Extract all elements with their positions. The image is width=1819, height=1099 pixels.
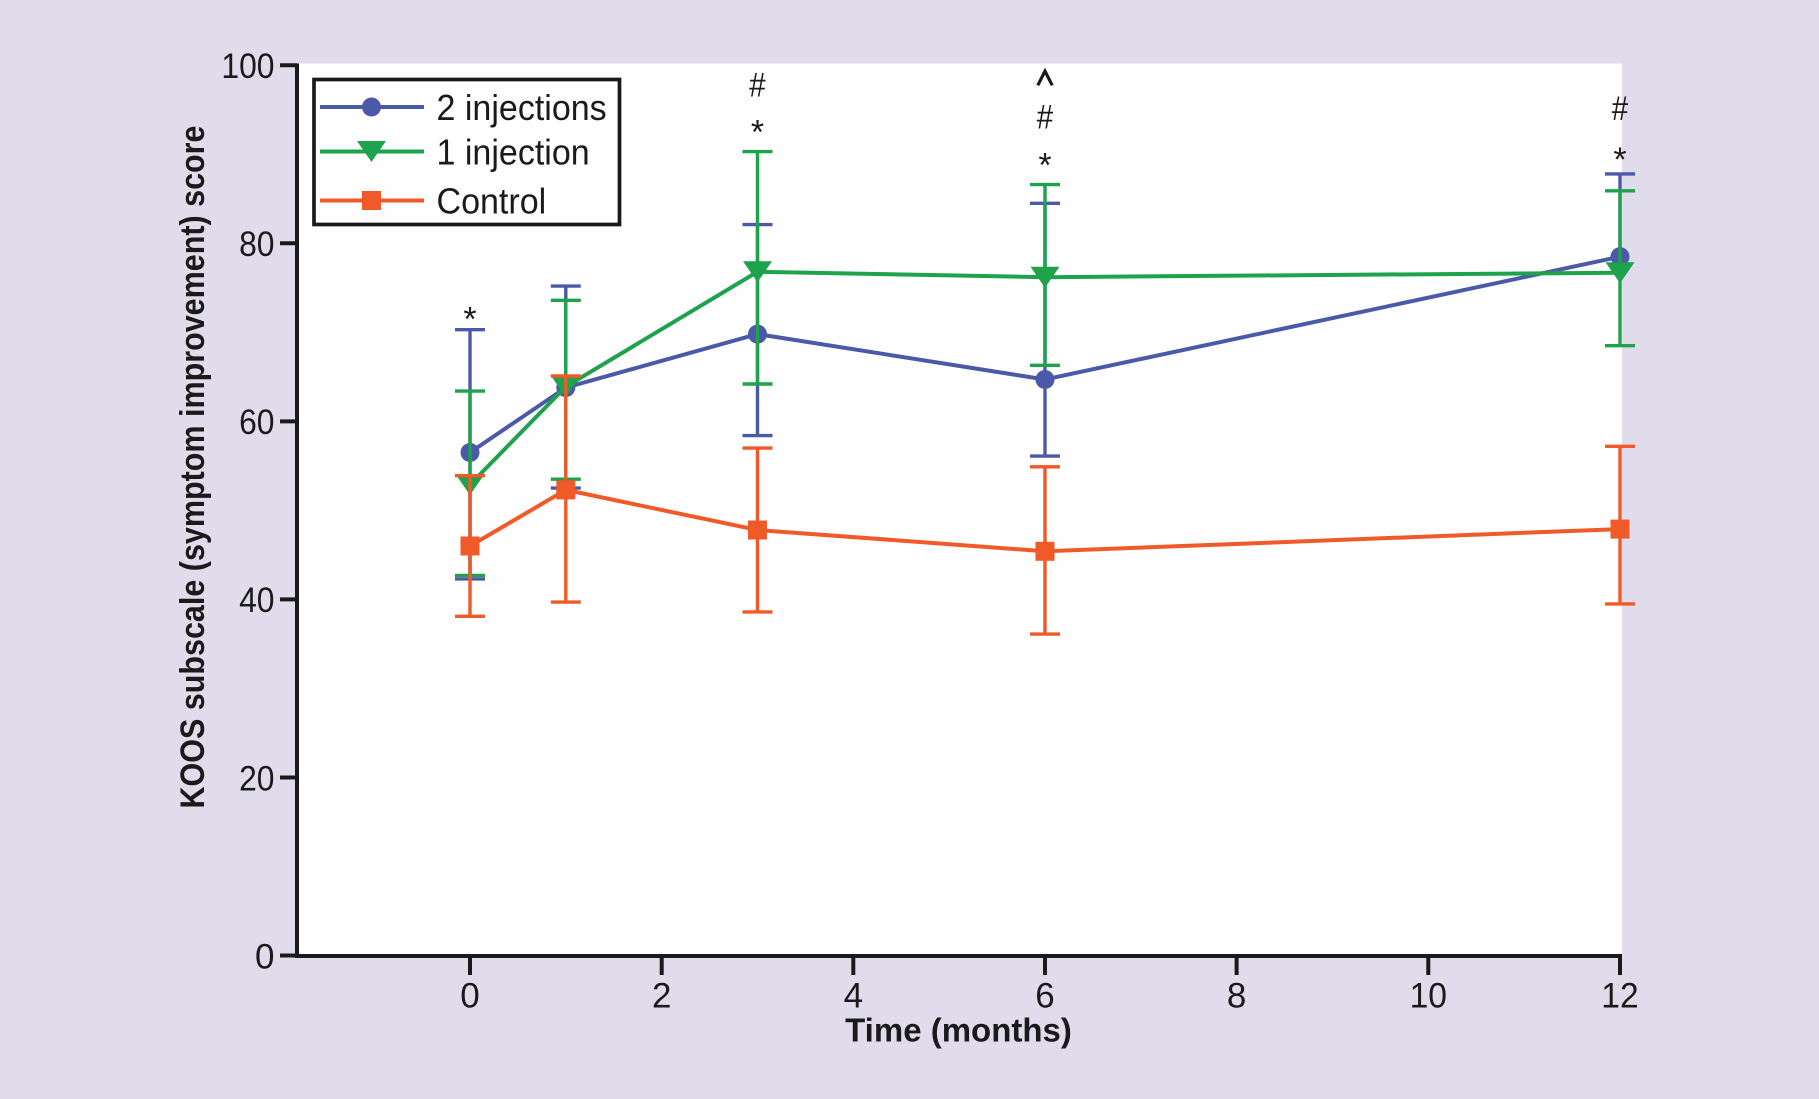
svg-text:#: # — [749, 67, 765, 105]
svg-text:*: * — [751, 114, 764, 152]
svg-text:*: * — [1038, 147, 1051, 185]
svg-text:Time (months): Time (months) — [845, 1012, 1072, 1049]
svg-text:6: 6 — [1035, 977, 1054, 1016]
svg-text:*: * — [1613, 141, 1626, 179]
svg-text:1 injection: 1 injection — [437, 132, 590, 173]
svg-text:#: # — [1037, 99, 1053, 137]
svg-text:*: * — [463, 301, 476, 339]
svg-text:100: 100 — [221, 47, 274, 86]
svg-text:2: 2 — [652, 977, 671, 1016]
svg-text:8: 8 — [1227, 977, 1246, 1016]
svg-text:#: # — [1612, 90, 1628, 128]
svg-text:KOOS subscale (symptom improve: KOOS subscale (symptom improvement) scor… — [174, 126, 212, 809]
svg-text:0: 0 — [460, 977, 479, 1016]
svg-text:12: 12 — [1601, 977, 1638, 1016]
svg-text:20: 20 — [239, 759, 274, 798]
svg-text:80: 80 — [239, 225, 274, 264]
svg-text:Control: Control — [437, 181, 547, 222]
svg-text:60: 60 — [239, 403, 274, 442]
svg-text:0: 0 — [255, 937, 274, 976]
svg-text:4: 4 — [844, 977, 863, 1016]
svg-text:10: 10 — [1410, 977, 1447, 1016]
svg-text:2 injections: 2 injections — [437, 87, 607, 128]
svg-text:40: 40 — [239, 581, 274, 620]
